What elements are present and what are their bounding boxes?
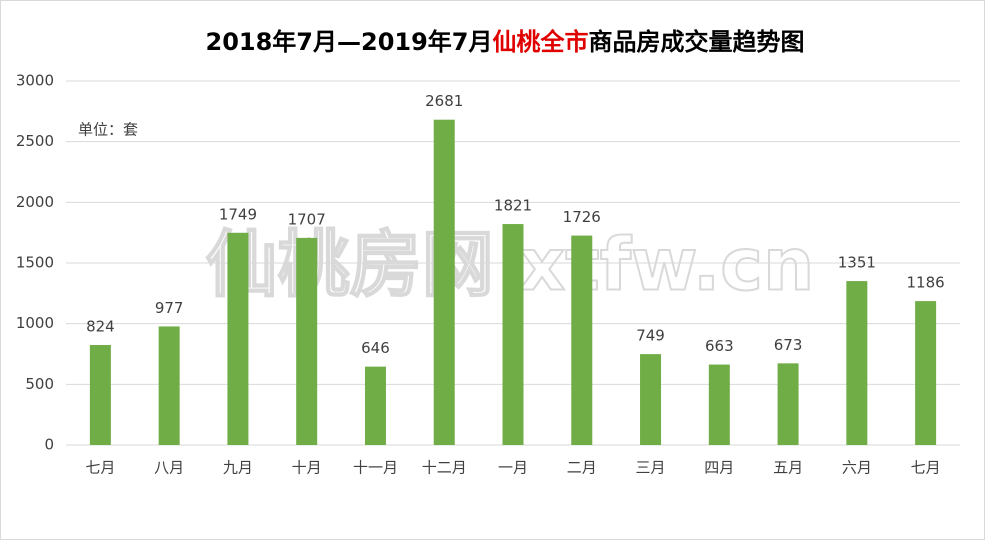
y-tick-label: 1500 <box>16 254 54 272</box>
x-tick-label: 七月 <box>911 459 941 477</box>
unit-note: 单位：套 <box>78 121 138 139</box>
x-tick-label: 八月 <box>154 459 184 477</box>
bar <box>364 366 386 445</box>
x-tick-label: 五月 <box>773 459 803 477</box>
value-label: 2681 <box>425 92 463 110</box>
bar <box>227 232 249 445</box>
bar <box>915 301 937 445</box>
value-label: 663 <box>705 337 734 355</box>
title-part: 商品房成交量趋势图 <box>589 28 805 56</box>
y-tick-label: 0 <box>44 436 54 454</box>
value-label: 1186 <box>907 274 945 292</box>
chart-title: 2018年7月—2019年7月仙桃全市商品房成交量趋势图 <box>206 28 805 56</box>
value-label: 1749 <box>219 205 257 223</box>
bar <box>708 364 730 445</box>
y-tick-label: 1000 <box>16 314 54 332</box>
bar <box>89 345 111 445</box>
x-tick-label: 十月 <box>292 459 322 477</box>
bar <box>640 354 662 445</box>
value-label: 673 <box>774 336 803 354</box>
x-tick-label: 四月 <box>704 459 734 477</box>
y-tick-label: 2500 <box>16 132 54 150</box>
value-label: 1707 <box>288 210 326 228</box>
bar <box>571 235 593 445</box>
x-tick-label: 一月 <box>498 459 528 477</box>
x-tick-label: 十二月 <box>422 459 467 477</box>
bar <box>777 363 799 445</box>
x-tick-label: 七月 <box>85 459 115 477</box>
value-label: 824 <box>86 318 115 336</box>
y-tick-label: 2000 <box>16 193 54 211</box>
value-label: 977 <box>155 299 184 317</box>
bar <box>502 224 524 445</box>
value-label: 749 <box>636 327 665 345</box>
y-tick-label: 500 <box>25 375 54 393</box>
x-tick-label: 二月 <box>567 459 597 477</box>
x-tick-label: 九月 <box>223 459 253 477</box>
x-tick-label: 六月 <box>842 459 872 477</box>
value-label: 1351 <box>838 254 876 272</box>
bar <box>846 281 868 445</box>
value-label: 1726 <box>563 208 601 226</box>
bar <box>296 237 318 445</box>
value-label: 1821 <box>494 197 532 215</box>
title-part: 仙桃全市 <box>493 28 589 56</box>
title-part: 2018年7月—2019年7月 <box>206 28 493 56</box>
y-tick-label: 3000 <box>16 72 54 90</box>
bar <box>158 326 180 445</box>
value-label: 646 <box>361 339 390 357</box>
x-tick-label: 十一月 <box>353 459 398 477</box>
x-tick-label: 三月 <box>636 459 666 477</box>
bar <box>433 119 455 446</box>
